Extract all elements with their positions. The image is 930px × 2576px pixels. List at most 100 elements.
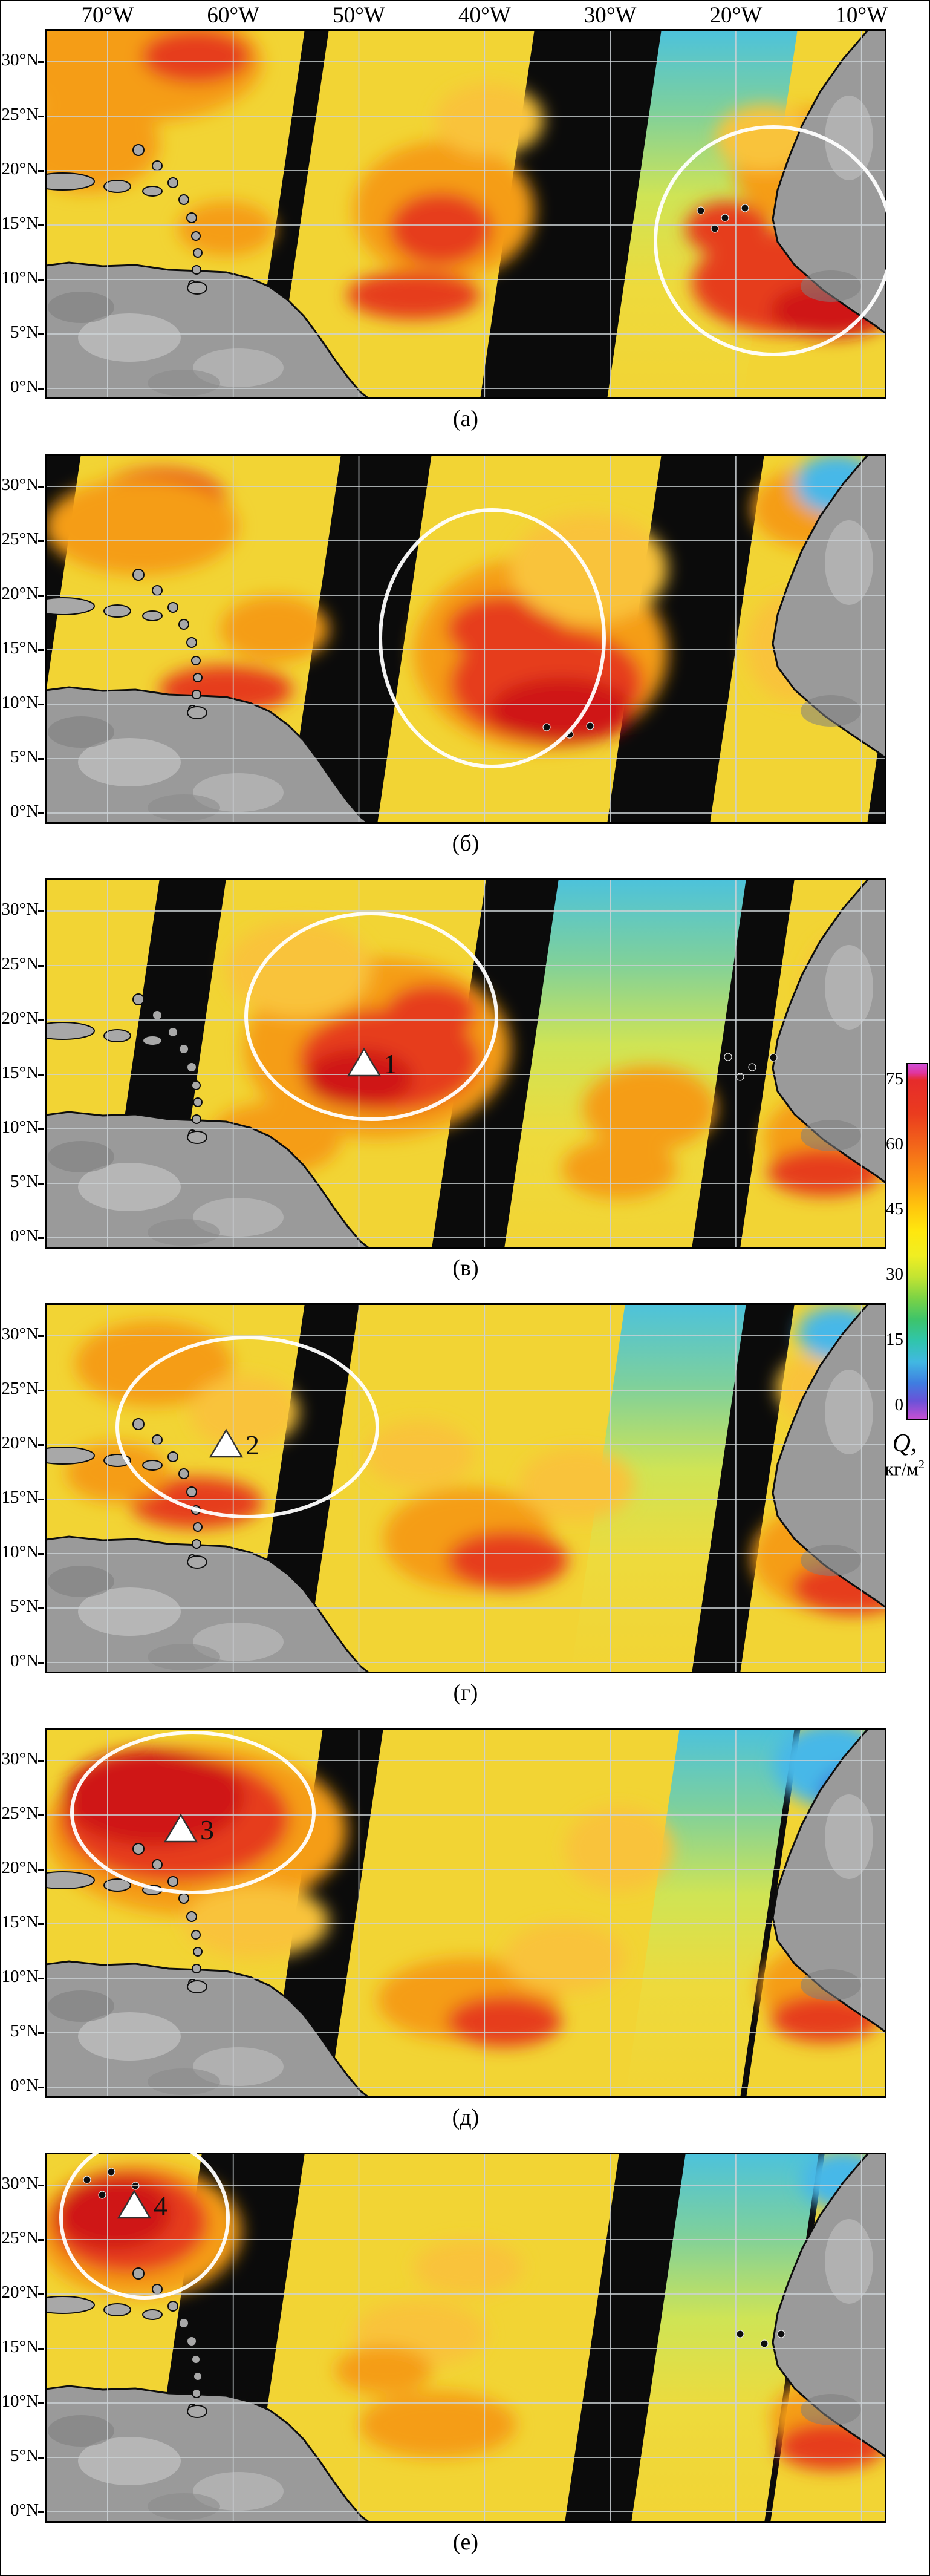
colorbar-unit-sup: 2 bbox=[919, 1458, 925, 1472]
lat-tick bbox=[38, 1444, 44, 1446]
lat-tick bbox=[38, 910, 44, 912]
map-panel: 2 bbox=[45, 1303, 886, 1673]
colorbar-tick-label: 15 bbox=[886, 1330, 903, 1349]
lat-tick bbox=[38, 279, 44, 281]
south-america-landmass bbox=[45, 261, 371, 399]
lat-label: 25°N bbox=[1, 529, 39, 549]
lat-tick bbox=[38, 2348, 44, 2350]
lat-tick bbox=[38, 2239, 44, 2241]
colorbar-tick-label: 45 bbox=[886, 1199, 903, 1218]
lat-tick bbox=[38, 1019, 44, 1021]
panel-caption: (в) bbox=[452, 1255, 479, 1281]
lat-tick bbox=[38, 1553, 44, 1555]
lat-label: 5°N bbox=[10, 322, 39, 342]
lon-label: 30°W bbox=[584, 3, 637, 28]
south-america-landmass bbox=[45, 1960, 371, 2098]
lat-label: 10°N bbox=[1, 1542, 39, 1561]
lat-label: 25°N bbox=[1, 1803, 39, 1823]
lat-tick bbox=[38, 224, 44, 226]
lat-tick bbox=[38, 116, 44, 117]
lat-label: 30°N bbox=[1, 2174, 39, 2193]
lat-label: 0°N bbox=[10, 1226, 39, 1246]
lat-tick bbox=[38, 486, 44, 488]
lat-label: 20°N bbox=[1, 1008, 39, 1028]
lon-label: 50°W bbox=[333, 3, 385, 28]
triangle-marker-icon bbox=[163, 1813, 198, 1843]
lat-label: 25°N bbox=[1, 954, 39, 973]
lat-label: 15°N bbox=[1, 1912, 39, 1932]
lat-label: 0°N bbox=[10, 1651, 39, 1670]
highlight-ellipse bbox=[115, 1336, 379, 1518]
lat-label: 15°N bbox=[1, 1063, 39, 1082]
lat-tick bbox=[38, 388, 44, 390]
lat-tick bbox=[38, 1978, 44, 1979]
lat-label: 0°N bbox=[10, 377, 39, 396]
lat-label: 30°N bbox=[1, 50, 39, 70]
lat-label: 15°N bbox=[1, 1488, 39, 1507]
lat-tick bbox=[38, 1662, 44, 1664]
lat-label: 20°N bbox=[1, 2283, 39, 2302]
lat-label: 30°N bbox=[1, 900, 39, 919]
storm-marker: 2 bbox=[209, 1428, 259, 1460]
lat-label: 20°N bbox=[1, 584, 39, 603]
lat-tick bbox=[38, 170, 44, 172]
panel-caption: (а) bbox=[452, 406, 479, 431]
lat-label: 10°N bbox=[1, 268, 39, 287]
lat-tick bbox=[38, 2293, 44, 2295]
lat-label: 25°N bbox=[1, 105, 39, 124]
lat-label: 5°N bbox=[10, 2446, 39, 2465]
lat-label: 5°N bbox=[10, 747, 39, 767]
map-panel: 3 bbox=[45, 1728, 886, 2098]
lat-tick bbox=[38, 333, 44, 335]
highlight-ellipse bbox=[244, 912, 498, 1121]
lat-label: 10°N bbox=[1, 693, 39, 712]
lat-tick bbox=[38, 1074, 44, 1076]
colorbar-tick-label: 0 bbox=[894, 1395, 904, 1414]
lat-label: 10°N bbox=[1, 1967, 39, 1986]
lat-tick bbox=[38, 1607, 44, 1609]
lat-tick bbox=[38, 595, 44, 597]
lat-tick bbox=[38, 2032, 44, 2034]
lat-tick bbox=[38, 649, 44, 651]
map-frame bbox=[45, 454, 886, 824]
lat-tick bbox=[38, 61, 44, 63]
colorbar-unit-text: кг/м2 bbox=[884, 1458, 925, 1480]
map-frame bbox=[45, 29, 886, 399]
south-america-landmass bbox=[45, 1111, 371, 1249]
colorbar-gradient bbox=[906, 1063, 928, 1420]
lat-label: 20°N bbox=[1, 159, 39, 178]
lat-label: 10°N bbox=[1, 1117, 39, 1137]
lat-label: 0°N bbox=[10, 2076, 39, 2095]
lat-label: 5°N bbox=[10, 1172, 39, 1191]
lon-label: 60°W bbox=[207, 3, 260, 28]
panel-caption: (б) bbox=[452, 831, 480, 856]
lat-tick bbox=[38, 1760, 44, 1762]
lat-tick bbox=[38, 1237, 44, 1239]
map-panel bbox=[45, 454, 886, 824]
lat-tick bbox=[38, 1183, 44, 1185]
map-frame bbox=[45, 1303, 886, 1673]
storm-marker: 4 bbox=[117, 2189, 167, 2221]
triangle-marker-icon bbox=[117, 2189, 152, 2219]
lat-tick bbox=[38, 540, 44, 542]
lat-label: 0°N bbox=[10, 2500, 39, 2520]
highlight-ellipse bbox=[379, 508, 606, 768]
lat-tick bbox=[38, 2087, 44, 2088]
lat-label: 5°N bbox=[10, 1597, 39, 1616]
lon-label: 70°W bbox=[81, 3, 134, 28]
lat-label: 15°N bbox=[1, 2337, 39, 2356]
colorbar-tick-label: 30 bbox=[886, 1264, 903, 1284]
highlight-ellipse bbox=[654, 125, 886, 356]
lat-tick bbox=[38, 812, 44, 814]
lat-label: 15°N bbox=[1, 638, 39, 658]
storm-marker: 3 bbox=[163, 1813, 214, 1845]
colorbar-tick-label: 75 bbox=[886, 1069, 903, 1088]
lat-label: 10°N bbox=[1, 2391, 39, 2411]
lat-tick bbox=[38, 1128, 44, 1130]
map-frame bbox=[45, 1728, 886, 2098]
lat-tick bbox=[38, 1814, 44, 1816]
lat-label: 5°N bbox=[10, 2021, 39, 2041]
storm-number: 1 bbox=[383, 1048, 397, 1079]
colorbar: 75 60 45 30 15 0 Q, кг/м2 bbox=[878, 1063, 929, 1535]
